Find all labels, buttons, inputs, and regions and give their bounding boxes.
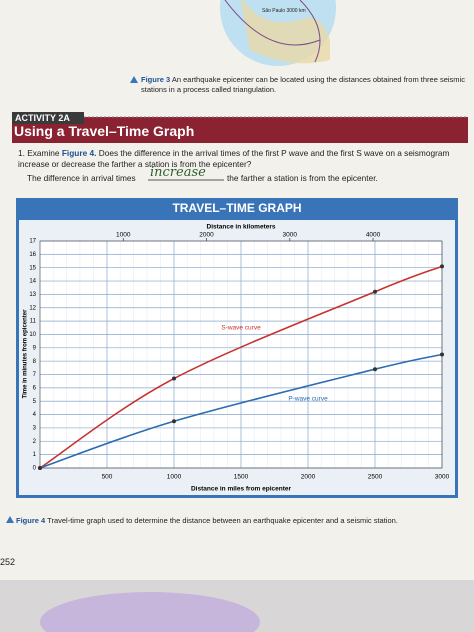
y-tick-label: 1	[33, 452, 37, 458]
x-tick-label: 3000	[435, 474, 450, 481]
y-tick-label: 13	[29, 292, 36, 298]
y-tick-label: 14	[29, 279, 36, 285]
y-tick-label: 2	[33, 439, 37, 445]
x-tick-label: 2000	[301, 474, 316, 481]
curve-label: P-wave curve	[288, 395, 328, 402]
caption-text: An earthquake epicenter can be located u…	[141, 75, 465, 94]
y-tick-label: 11	[30, 319, 37, 325]
chart-title: TRAVEL–TIME GRAPH	[172, 201, 301, 215]
x2-tick-label: 3000	[283, 232, 298, 239]
figure3-caption: Figure 3 An earthquake epicenter can be …	[141, 75, 471, 95]
point	[373, 289, 377, 294]
caption-marker	[6, 516, 14, 523]
map-label: São Paulo 3000 km	[262, 8, 306, 14]
y-tick-label: 17	[29, 239, 36, 245]
activity-tag: ACTIVITY 2A	[15, 113, 70, 123]
y-tick-label: 3	[33, 426, 37, 432]
question-text: Does the difference in the arrival times…	[18, 148, 450, 169]
y-tick-label: 6	[33, 385, 37, 391]
y-tick-label: 0	[33, 466, 37, 472]
x2-tick-label: 4000	[366, 232, 381, 239]
point	[440, 352, 444, 357]
curve	[39, 265, 443, 469]
y-tick-label: 5	[33, 399, 37, 405]
point	[172, 376, 176, 381]
y-tick-label: 4	[33, 412, 37, 418]
figure-label: Figure 3	[141, 75, 171, 84]
figure-label: Figure 4	[16, 516, 46, 525]
background-cloth	[40, 592, 260, 632]
point	[373, 367, 377, 372]
answer-suffix: the farther a station is from the epicen…	[227, 173, 378, 183]
x-axis-label: Distance in miles from epicenter	[191, 486, 292, 493]
question-text: Examine	[27, 148, 60, 158]
y-tick-label: 8	[33, 359, 37, 365]
answer-prefix: The difference in arrival times	[27, 173, 136, 183]
y-tick-label: 15	[29, 265, 36, 271]
x-tick-label: 500	[102, 474, 113, 481]
caption-text: Travel-time graph used to determine the …	[47, 516, 398, 525]
y-tick-label: 7	[33, 372, 37, 378]
question: 1. Examine Figure 4. Does the difference…	[18, 148, 468, 170]
activity-tag-box	[12, 112, 84, 124]
x-tick-label: 1500	[234, 474, 249, 481]
x2-axis-label: Distance in kilometers	[207, 224, 276, 231]
point	[172, 419, 176, 424]
question-number: 1.	[18, 148, 25, 158]
curve-label: S-wave curve	[221, 325, 261, 332]
point	[38, 466, 42, 470]
y-tick-label: 10	[29, 332, 36, 338]
chart: TRAVEL–TIME GRAPH Distance in kilometers…	[16, 198, 458, 498]
x2-tick-label: 2000	[199, 232, 214, 239]
landmass	[240, 0, 330, 64]
arc	[299, 0, 321, 63]
y-tick-label: 16	[29, 252, 36, 258]
point	[440, 264, 444, 269]
x2-tick-label: 1000	[116, 232, 131, 239]
figure-ref: Figure 4.	[61, 148, 97, 158]
y-axis-label: Time in minutes from epicenter	[23, 309, 29, 399]
x-tick-label: 1000	[167, 474, 182, 481]
map-label-text: São Paulo 3000 km	[262, 8, 306, 14]
caption-marker	[130, 76, 138, 83]
arc	[224, 0, 321, 46]
activity-bar	[12, 117, 468, 143]
page-number: 252	[0, 557, 16, 567]
x-tick-label: 2500	[368, 474, 383, 481]
handwritten-answer: increase	[150, 165, 206, 180]
y-tick-label: 9	[33, 345, 37, 351]
y-tick-label: 12	[29, 305, 36, 311]
activity-title: Using a Travel–Time Graph	[14, 123, 195, 139]
curve	[39, 353, 443, 469]
figure4-caption: Figure 4 Travel-time graph used to deter…	[16, 516, 466, 526]
